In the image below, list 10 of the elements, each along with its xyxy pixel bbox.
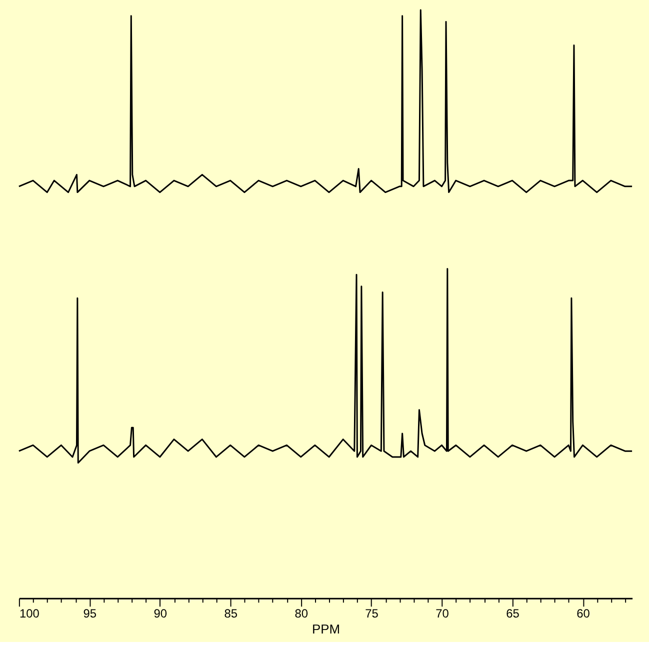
x-tick-label: 90	[154, 606, 168, 621]
x-tick-label: 70	[436, 606, 450, 621]
x-tick-label: 80	[294, 606, 308, 621]
x-tick-label: 85	[224, 606, 238, 621]
x-axis-title: PPM	[312, 622, 340, 637]
x-tick-label: 60	[576, 606, 590, 621]
x-tick-label: 65	[506, 606, 520, 621]
x-tick-label: 95	[83, 606, 97, 621]
x-tick-label: 100	[19, 606, 40, 621]
x-tick-label: 75	[365, 606, 379, 621]
